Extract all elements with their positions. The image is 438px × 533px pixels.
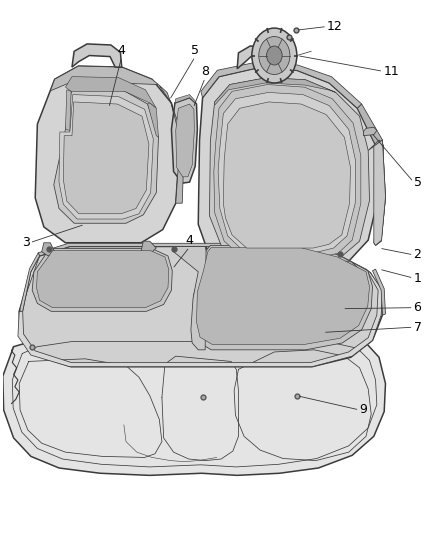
Polygon shape [176,104,194,177]
Polygon shape [357,104,385,245]
Polygon shape [36,251,169,308]
Polygon shape [198,69,378,272]
Polygon shape [374,140,385,245]
Polygon shape [3,334,385,475]
Circle shape [252,28,297,83]
Polygon shape [141,241,156,255]
Polygon shape [218,92,356,253]
Text: 7: 7 [413,321,422,334]
Text: 11: 11 [383,65,399,78]
Polygon shape [159,85,184,203]
Text: 1: 1 [413,272,421,285]
Text: 3: 3 [22,236,30,249]
Polygon shape [66,77,156,108]
Circle shape [259,37,290,75]
Circle shape [267,46,282,65]
Text: 2: 2 [413,248,421,261]
Polygon shape [214,85,361,259]
Polygon shape [50,66,159,91]
Polygon shape [72,44,122,67]
Polygon shape [19,246,382,367]
Polygon shape [35,66,180,243]
Polygon shape [59,94,153,219]
Polygon shape [368,140,385,245]
Polygon shape [42,243,55,256]
Text: 4: 4 [186,234,194,247]
Polygon shape [175,94,197,104]
Text: 12: 12 [327,20,343,33]
Polygon shape [193,245,372,350]
Polygon shape [32,248,172,311]
Polygon shape [148,103,159,138]
Polygon shape [20,253,39,311]
Text: 4: 4 [118,44,126,56]
Text: 8: 8 [201,64,209,78]
Polygon shape [215,78,336,105]
Polygon shape [171,98,198,183]
Polygon shape [54,87,159,223]
Text: 6: 6 [413,301,421,314]
Text: 5: 5 [191,44,199,56]
Polygon shape [230,271,247,287]
Polygon shape [172,246,206,350]
Polygon shape [237,46,293,70]
Text: 5: 5 [413,175,422,189]
Polygon shape [342,261,359,277]
Polygon shape [209,78,370,262]
Polygon shape [201,63,362,108]
Polygon shape [18,256,382,367]
Polygon shape [223,102,350,248]
Polygon shape [364,127,377,136]
Polygon shape [64,102,149,214]
Polygon shape [372,269,385,315]
Polygon shape [38,243,371,273]
Polygon shape [197,247,370,344]
Text: 9: 9 [360,403,367,416]
Polygon shape [66,90,71,131]
